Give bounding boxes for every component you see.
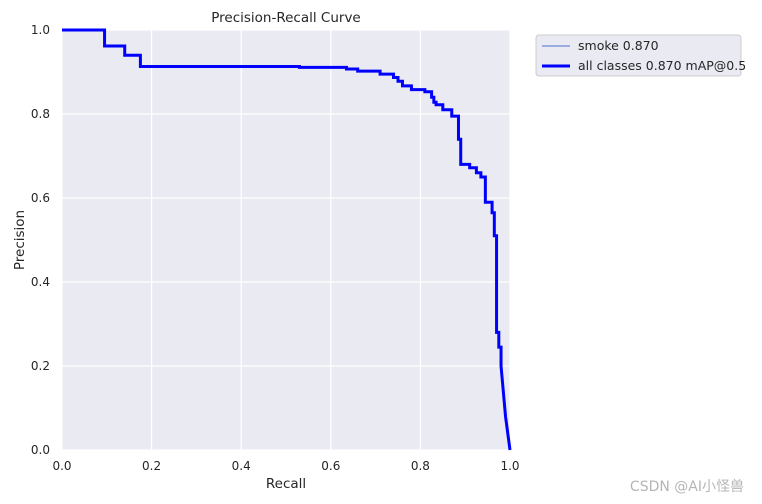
y-tick-label: 1.0 <box>31 23 50 37</box>
x-tick-label: 0.0 <box>52 459 71 473</box>
x-tick-label: 0.4 <box>232 459 251 473</box>
y-tick-label: 0.4 <box>31 275 50 289</box>
grid-lines <box>61 29 511 451</box>
y-tick-label: 0.8 <box>31 107 50 121</box>
series-line-all-classes <box>62 28 512 451</box>
legend: smoke 0.870 all classes 0.870 mAP@0.5 <box>535 34 746 77</box>
legend-entry: smoke 0.870 <box>578 38 659 53</box>
legend-frame <box>535 34 742 77</box>
y-tick-label: 0.2 <box>31 359 50 373</box>
x-tick-label: 0.8 <box>411 459 430 473</box>
y-tick-label: 0.0 <box>31 443 50 457</box>
x-tick-label: 0.2 <box>142 459 161 473</box>
series-layer <box>62 28 512 451</box>
x-axis-label: Recall <box>266 476 306 492</box>
y-axis-label: Precision <box>12 210 28 270</box>
x-axis-ticks: 0.0 0.2 0.4 0.6 0.8 1.0 <box>52 459 519 473</box>
plot-area <box>62 30 510 450</box>
chart-title: Precision-Recall Curve <box>211 10 361 26</box>
x-tick-label: 1.0 <box>500 459 519 473</box>
watermark: CSDN @AI小怪兽 <box>629 479 744 495</box>
x-tick-label: 0.6 <box>321 459 340 473</box>
y-axis-ticks: 0.0 0.2 0.4 0.6 0.8 1.0 <box>31 23 50 457</box>
legend-entry: all classes 0.870 mAP@0.5 <box>578 58 746 73</box>
y-tick-label: 0.6 <box>31 191 50 205</box>
